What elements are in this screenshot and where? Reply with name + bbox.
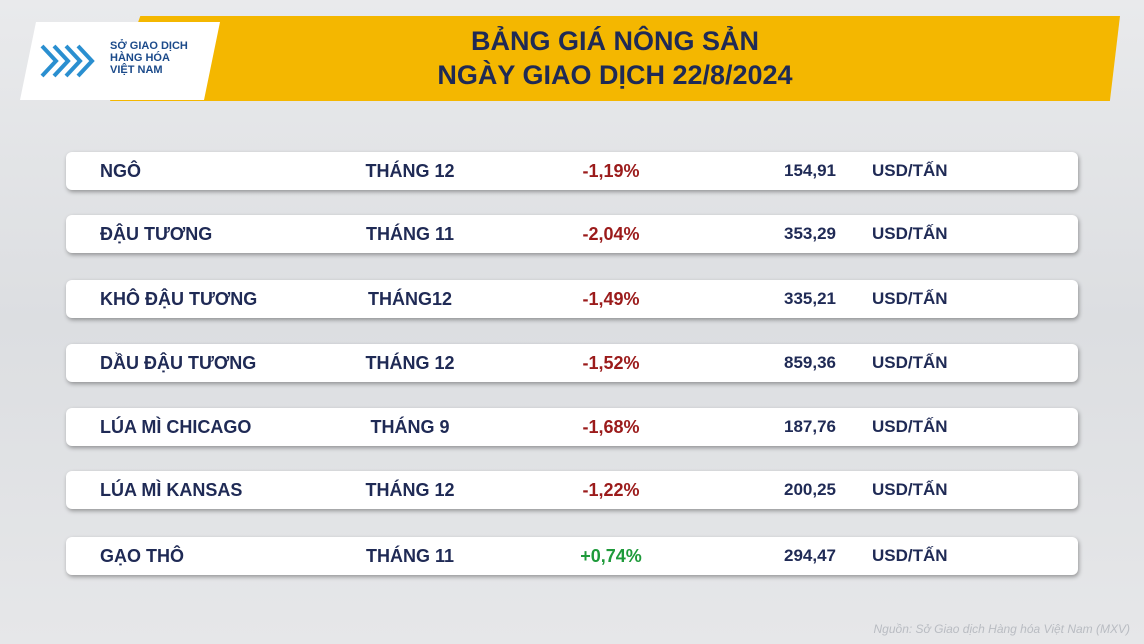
table-row: KHÔ ĐẬU TƯƠNG THÁNG12 -1,49% 335,21 USD/TẤN: [66, 280, 1078, 318]
table-row: LÚA MÌ KANSAS THÁNG 12 -1,22% 200,25 USD/TẤN: [66, 471, 1078, 509]
contract-month: THÁNG 9: [370, 417, 450, 437]
change: -1,52%: [582, 353, 640, 373]
logo-line: SỞ GIAO DỊCH: [110, 40, 188, 52]
contract-month: THÁNG 12: [365, 161, 455, 181]
change: +0,74%: [580, 546, 642, 566]
source: Nguồn: Sở Giao dịch Hàng hóa Việt Nam (M…: [873, 622, 1131, 636]
unit: USD/TẤN: [872, 289, 948, 308]
logo-line: VIỆT NAM: [110, 64, 163, 76]
change: -2,04%: [582, 224, 640, 244]
table-row: NGÔ THÁNG 12 -1,19% 154,91 USD/TẤN: [66, 152, 1078, 190]
title: BẢNG GIÁ NÔNG SẢN: [470, 26, 759, 56]
commodity: ĐẬU TƯƠNG: [100, 224, 213, 244]
unit: USD/TẤN: [872, 417, 948, 436]
unit: USD/TẤN: [872, 161, 948, 180]
price: 187,76: [784, 417, 836, 436]
price: 294,47: [784, 546, 836, 565]
table-row: LÚA MÌ CHICAGO THÁNG 9 -1,68% 187,76 USD/TẤN: [66, 408, 1078, 446]
commodity: GẠO THÔ: [100, 546, 184, 566]
table-row: ĐẬU TƯƠNG THÁNG 11 -2,04% 353,29 USD/TẤN: [66, 215, 1078, 253]
unit: USD/TẤN: [872, 546, 948, 565]
contract-month: THÁNG 12: [365, 353, 455, 373]
unit: USD/TẤN: [872, 224, 948, 243]
price: 859,36: [784, 353, 836, 372]
contract-month: THÁNG12: [367, 289, 452, 309]
commodity: LÚA MÌ CHICAGO: [100, 417, 252, 437]
title: NGÀY GIAO DỊCH 22/8/2024: [437, 60, 793, 90]
change: -1,49%: [582, 289, 640, 309]
unit: USD/TẤN: [872, 353, 948, 372]
table-row: GẠO THÔ THÁNG 11 +0,74% 294,47 USD/TẤN: [66, 537, 1078, 575]
price: 154,91: [784, 161, 836, 180]
commodity: LÚA MÌ KANSAS: [100, 480, 243, 500]
logo-line: HÀNG HÓA: [110, 52, 170, 64]
title-banner: [110, 16, 1120, 101]
contract-month: THÁNG 12: [365, 480, 455, 500]
price: 200,25: [784, 480, 836, 499]
table-row: DẦU ĐẬU TƯƠNG THÁNG 12 -1,52% 859,36 USD/TẤN: [66, 344, 1078, 382]
commodity: KHÔ ĐẬU TƯƠNG: [100, 289, 258, 309]
price: 353,29: [784, 224, 836, 243]
unit: USD/TẤN: [872, 480, 948, 499]
contract-month: THÁNG 11: [365, 224, 455, 244]
change: -1,22%: [582, 480, 640, 500]
commodity: NGÔ: [100, 161, 142, 181]
change: -1,68%: [582, 417, 640, 437]
price: 335,21: [784, 289, 836, 308]
commodity: DẦU ĐẬU TƯƠNG: [100, 353, 257, 373]
logo-text: SỞ GIAO DỊCH HÀNG HÓA VIỆT NAM: [110, 40, 188, 76]
contract-month: THÁNG 11: [365, 546, 455, 566]
logo-icon: [40, 44, 95, 78]
change: -1,19%: [582, 161, 640, 181]
